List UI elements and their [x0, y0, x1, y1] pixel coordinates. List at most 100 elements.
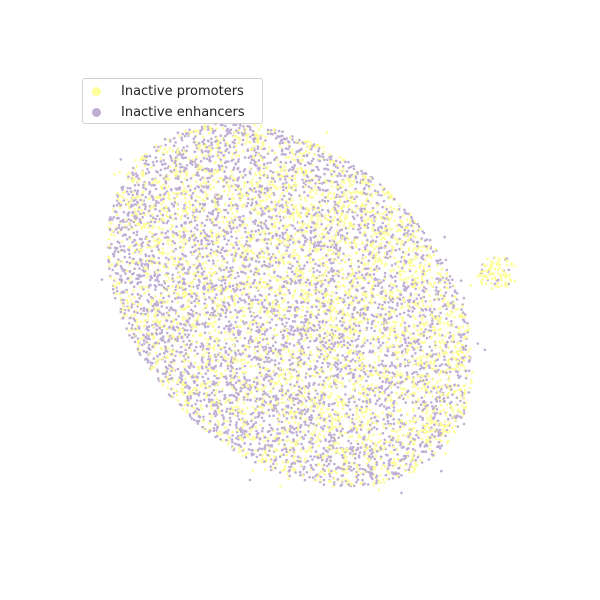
- scatter-point: [326, 163, 329, 167]
- scatter-point: [186, 329, 189, 332]
- scatter-point: [221, 168, 224, 171]
- scatter-point: [357, 324, 361, 328]
- scatter-point: [256, 224, 260, 227]
- scatter-point: [355, 242, 359, 246]
- scatter-point: [258, 190, 261, 193]
- scatter-point: [314, 212, 317, 216]
- scatter-point: [193, 187, 197, 190]
- scatter-point: [209, 414, 213, 418]
- scatter-point: [272, 214, 275, 217]
- scatter-point: [445, 307, 448, 311]
- scatter-point: [268, 315, 272, 318]
- scatter-point: [351, 315, 354, 319]
- scatter-point: [241, 320, 245, 323]
- scatter-point: [219, 158, 222, 161]
- scatter-point: [251, 130, 255, 133]
- scatter-point: [165, 319, 169, 323]
- scatter-point: [385, 427, 388, 430]
- scatter-point: [477, 273, 481, 277]
- scatter-point: [327, 404, 331, 408]
- scatter-point: [119, 310, 123, 314]
- scatter-point: [270, 276, 273, 279]
- scatter-point: [107, 264, 111, 268]
- scatter-point: [133, 296, 136, 299]
- scatter-point: [455, 298, 459, 301]
- scatter-point: [343, 356, 347, 359]
- scatter-point: [323, 214, 327, 217]
- scatter-point: [307, 288, 311, 292]
- scatter-point: [299, 162, 302, 165]
- scatter-point: [371, 183, 374, 187]
- scatter-point: [160, 283, 163, 287]
- scatter-point: [408, 221, 412, 225]
- scatter-point: [197, 408, 201, 412]
- scatter-point: [330, 267, 334, 270]
- scatter-point: [290, 304, 294, 307]
- scatter-point: [231, 284, 235, 288]
- scatter-point: [421, 315, 425, 319]
- scatter-point: [248, 378, 251, 382]
- scatter-point: [358, 284, 362, 287]
- scatter-point: [288, 309, 292, 313]
- scatter-point: [420, 318, 424, 321]
- scatter-point: [370, 313, 374, 317]
- scatter-point: [352, 422, 356, 426]
- scatter-point: [318, 211, 321, 214]
- scatter-point: [153, 314, 156, 317]
- scatter-point: [334, 159, 338, 163]
- scatter-point: [227, 239, 230, 242]
- scatter-point: [271, 180, 274, 183]
- scatter-point: [212, 412, 216, 416]
- scatter-point: [233, 414, 237, 417]
- scatter-point: [235, 371, 238, 375]
- scatter-point: [159, 319, 162, 323]
- scatter-point: [230, 339, 234, 342]
- scatter-point: [284, 347, 287, 350]
- scatter-point: [402, 311, 406, 315]
- scatter-point: [459, 339, 463, 343]
- scatter-point: [190, 340, 194, 343]
- scatter-point: [380, 444, 383, 448]
- scatter-point: [154, 322, 157, 326]
- scatter-point: [113, 285, 117, 289]
- scatter-point: [157, 237, 160, 240]
- scatter-point: [266, 439, 270, 443]
- scatter-point: [333, 402, 337, 405]
- scatter-point: [299, 473, 302, 477]
- scatter-point: [453, 383, 457, 387]
- scatter-point: [275, 158, 279, 162]
- scatter-point: [215, 287, 219, 290]
- scatter-point: [275, 354, 279, 358]
- scatter-point: [281, 175, 285, 179]
- scatter-point: [321, 404, 325, 407]
- scatter-point: [279, 218, 283, 222]
- scatter-point: [438, 372, 441, 376]
- scatter-point: [414, 292, 418, 296]
- scatter-point: [277, 441, 281, 445]
- scatter-point: [326, 245, 329, 249]
- scatter-point: [242, 125, 245, 128]
- scatter-point: [327, 213, 330, 217]
- scatter-point: [253, 352, 256, 355]
- scatter-point: [278, 291, 282, 295]
- scatter-point: [335, 471, 338, 475]
- scatter-point: [363, 186, 367, 190]
- scatter-point: [326, 218, 330, 221]
- scatter-point: [320, 274, 324, 278]
- scatter-point: [304, 314, 307, 318]
- scatter-point: [188, 390, 192, 393]
- scatter-point: [273, 180, 277, 183]
- scatter-point: [198, 196, 201, 199]
- scatter-point: [188, 339, 191, 343]
- scatter-point: [360, 420, 363, 424]
- scatter-point: [373, 260, 377, 263]
- scatter-point: [389, 457, 393, 461]
- scatter-point: [279, 139, 283, 142]
- scatter-point: [254, 190, 258, 193]
- scatter-point: [422, 450, 426, 454]
- scatter-point: [301, 446, 305, 449]
- scatter-point: [136, 201, 139, 204]
- scatter-point: [147, 337, 150, 341]
- scatter-point: [153, 272, 157, 276]
- scatter-point: [416, 357, 419, 360]
